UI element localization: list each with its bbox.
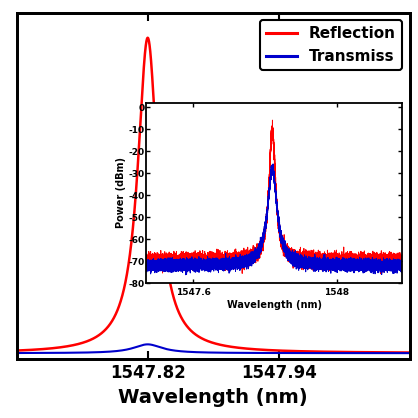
X-axis label: Wavelength (nm): Wavelength (nm) <box>118 388 308 407</box>
Legend: Reflection, Transmiss: Reflection, Transmiss <box>260 20 402 70</box>
